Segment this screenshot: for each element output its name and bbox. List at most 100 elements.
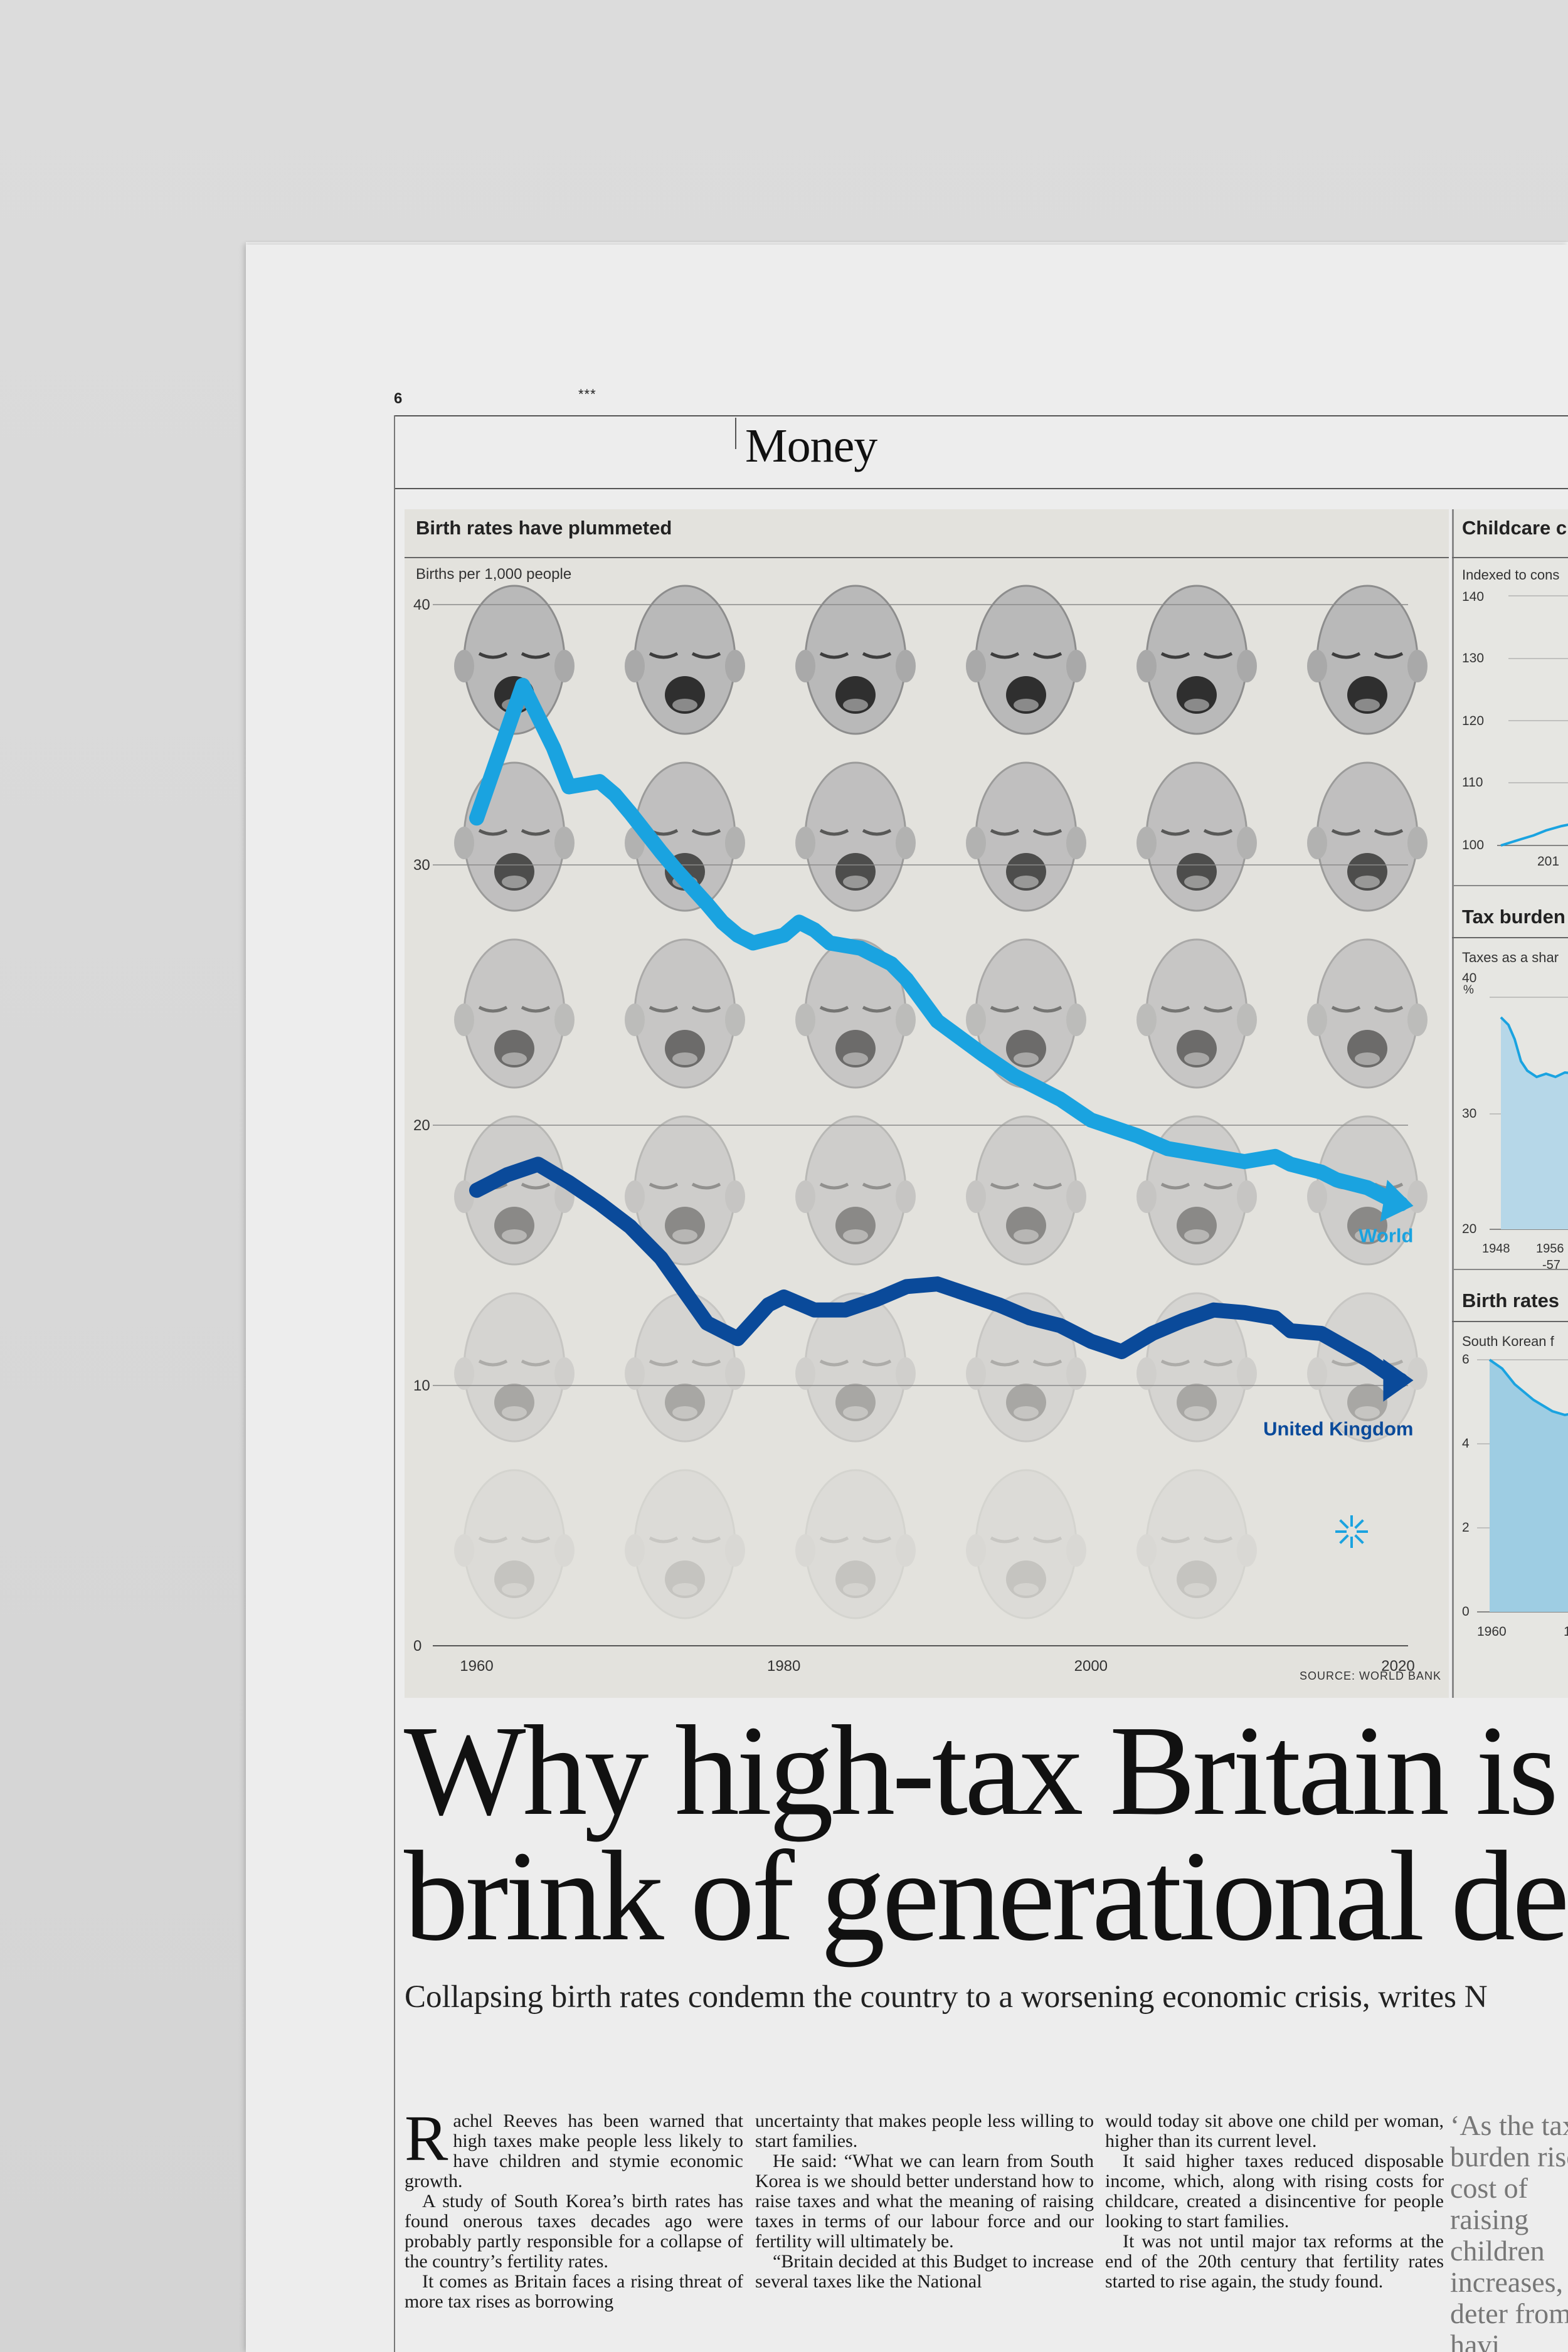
childcare-tick: 110 [1462,775,1483,790]
main-chart-panel: Birth rates have plummeted Births per 1,… [405,509,1449,1698]
header-top-rule [394,415,1568,416]
chart-source: SOURCE: WORLD BANK [1299,1670,1441,1682]
childcare-rule [1452,557,1568,558]
paragraph: uncertainty that makes people less willi… [755,2111,1094,2151]
baby-face-illustration [795,1292,916,1443]
side-panel-divider [1452,509,1454,1698]
paragraph: would today sit above one child per woma… [1105,2111,1444,2151]
header-bottom-rule [394,488,1568,489]
korea-tick: 4 [1462,1436,1470,1451]
korea-tick: 6 [1462,1352,1470,1367]
baby-face-illustration [454,1469,575,1619]
y-tick-label: 10 [413,1377,430,1394]
baby-face-illustration [625,1115,745,1266]
baby-face-illustration [1136,761,1257,912]
baby-face-illustration [454,938,575,1089]
baby-face-illustration [966,585,1086,735]
x-tick-label: 2000 [1074,1658,1108,1675]
pull-quote: ‘As the tax burden rises, cost of raisin… [1450,2109,1568,2352]
baby-face-illustration [795,585,916,735]
page-number: 6 [394,390,403,407]
paragraph: It said higher taxes reduced disposable … [1105,2151,1444,2232]
side-charts-panel: Childcare c Indexed to cons 140 130 120 … [1452,509,1568,1698]
korea-tick: 2 [1462,1520,1470,1535]
paragraph: A study of South Korea’s birth rates has… [405,2191,743,2272]
section-title: Money [745,420,877,472]
baby-face-illustration [795,761,916,912]
childcare-tick: 100 [1462,838,1485,852]
tax-xtick: 1956 [1536,1242,1564,1256]
series-line [469,1157,1409,1388]
childcare-title: Childcare c [1462,517,1567,539]
childcare-tick: 140 [1462,590,1485,604]
chart-title: Birth rates have plummeted [416,517,672,539]
x-tick-label: 1960 [460,1658,493,1675]
baby-face-illustration [1307,761,1428,912]
tax-tick: 30 [1462,1106,1477,1121]
series-line [469,677,1409,1212]
paper-edge [246,242,1568,246]
newspaper-page: 6 *** Money Birth rates have plummeted B… [246,245,1568,2352]
series-label: World [1359,1225,1413,1247]
sparkle-icon [1335,1515,1368,1548]
tax-xtick: 1948 [1482,1242,1510,1256]
birth-rates-side-subtitle: South Korean f [1462,1333,1554,1349]
y-tick-label: 20 [413,1117,430,1134]
childcare-xtick: 201 [1537,854,1560,869]
paragraph: It was not until major tax reforms at th… [1105,2231,1444,2292]
chart-unit-label: Births per 1,000 people [416,566,572,583]
baby-face-illustration [1136,938,1257,1089]
baby-face-illustration [454,1292,575,1443]
y-tick-label: 40 [413,596,430,613]
y-tick-label: 30 [413,857,430,874]
birth-rates-side-title: Birth rates [1462,1290,1560,1311]
baby-face-illustration [966,1115,1086,1266]
series-arrowhead [1380,1180,1414,1222]
baby-face-illustration [1307,585,1428,735]
headline-line-1: Why high-tax Britain is [404,1698,1559,1842]
baby-face-illustration [795,1469,916,1619]
page-left-rule [394,415,395,2352]
paragraph: “Britain decided at this Budget to incre… [755,2251,1094,2292]
paragraph: It comes as Britain faces a rising threa… [405,2271,743,2312]
childcare-tick: 120 [1462,714,1485,728]
korea-xtick: 1960 [1477,1624,1507,1639]
article-column-3: would today sit above one child per woma… [1105,2111,1444,2292]
childcare-mini-chart [1452,595,1568,1613]
paragraph: achel Reeves has been warned that high t… [405,2111,743,2191]
article-column-2: uncertainty that makes people less willi… [755,2111,1094,2292]
baby-face-illustration [625,1469,745,1619]
series-arrowhead [1383,1359,1414,1402]
baby-face-illustration [795,1115,916,1266]
baby-face-illustration [795,938,916,1089]
baby-face-illustration [966,1469,1086,1619]
baby-face-illustration [625,1292,745,1443]
baby-face-illustration [1307,938,1428,1089]
tax-burden-title: Tax burden [1462,906,1565,928]
headline-line-2: brink of generational de [404,1824,1568,1968]
y-tick-label: 0 [413,1638,421,1655]
series-label: United Kingdom [1263,1418,1413,1440]
tax-tick: 40 [1462,971,1477,985]
standfirst: Collapsing birth rates condemn the count… [405,1979,1488,2015]
korea-tick: 0 [1462,1604,1470,1619]
tax-xtick: -57 [1542,1258,1560,1272]
baby-face-illustration [1136,1469,1257,1619]
baby-face-illustration [625,585,745,735]
baby-face-illustration [966,938,1086,1089]
x-tick-label: 1980 [767,1658,800,1675]
baby-face-illustration [966,761,1086,912]
korea-xtick: 1 [1564,1624,1568,1639]
edition-stars: *** [578,386,596,402]
childcare-subtitle: Indexed to cons [1462,567,1560,583]
x-tick-label: 2020 [1381,1658,1414,1675]
baby-face-illustration [625,938,745,1089]
tax-burden-subtitle: Taxes as a shar [1462,950,1559,965]
paragraph: He said: “What we can learn from South K… [755,2151,1094,2252]
baby-face-illustration [454,1115,575,1266]
chart-title-rule [405,557,1449,558]
baby-face-illustration [454,761,575,912]
header-divider [735,418,736,449]
childcare-tick: 130 [1462,651,1485,665]
